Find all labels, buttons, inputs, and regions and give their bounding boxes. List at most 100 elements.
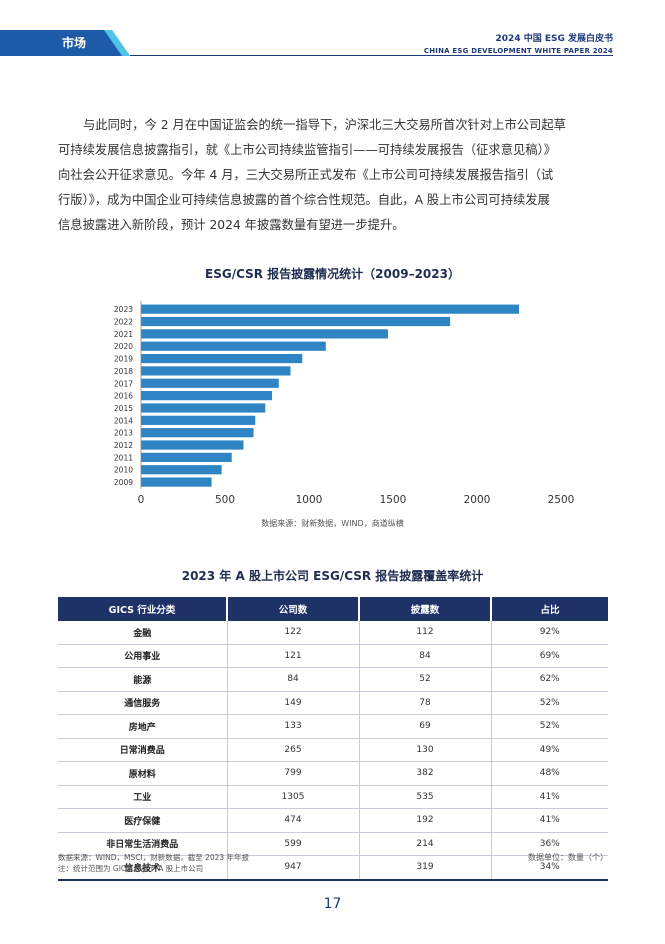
x-tick-label: 1500 <box>380 494 407 506</box>
ratio-cell: 52% <box>491 714 608 739</box>
ratio-cell: 62% <box>491 667 608 692</box>
section-tab-background <box>0 30 130 56</box>
ratio-cell: 49% <box>491 738 608 762</box>
y-tick-label: 2017 <box>114 379 133 388</box>
paragraph-line-1: 与此同时，今 2 月在中国证监会的统一指导下，沪深北三大交易所首次针对上市公司起… <box>83 118 566 132</box>
y-tick-label: 2016 <box>114 392 133 401</box>
x-tick-label: 0 <box>138 494 145 506</box>
header-divider <box>130 55 613 56</box>
disclosure-count-cell: 112 <box>359 621 492 645</box>
bar-2017 <box>141 378 279 388</box>
bar-2010 <box>141 465 222 475</box>
x-tick-label: 2000 <box>464 494 491 506</box>
disclosure-count-cell: 214 <box>359 832 492 856</box>
x-tick-label: 1000 <box>296 494 323 506</box>
company-count-cell: 474 <box>227 808 360 833</box>
bar-2015 <box>141 403 266 413</box>
industry-cell: 房地产 <box>58 714 228 739</box>
ratio-cell: 36% <box>491 832 608 856</box>
y-tick-label: 2022 <box>114 318 133 327</box>
table-row: 通信服务 149 78 52% <box>58 691 608 715</box>
ratio-cell: 41% <box>491 808 608 833</box>
x-tick-label: 500 <box>215 494 235 506</box>
disclosure-count-cell: 69 <box>359 714 492 739</box>
disclosure-count-cell: 319 <box>359 855 492 881</box>
company-count-cell: 84 <box>227 667 360 692</box>
industry-cell: 金融 <box>58 621 228 645</box>
bar-2014 <box>141 415 256 425</box>
paragraph-line-3: 向社会公开征求意见。今年 4 月，三大交易所正式发布《上市公司可持续发展报告指引… <box>58 168 554 182</box>
bar-2011 <box>141 452 232 462</box>
y-tick-label: 2011 <box>114 453 133 462</box>
paragraph-line-2: 可持续发展信息披露指引，就《上市公司持续监管指引——可持续发展报告（征求意见稿）… <box>58 143 557 157</box>
y-tick-label: 2020 <box>114 342 133 351</box>
y-tick-label: 2021 <box>114 330 133 339</box>
ratio-cell: 34% <box>491 855 608 881</box>
bar-2012 <box>141 440 244 450</box>
disclosure-count-cell: 192 <box>359 808 492 833</box>
table-unit: 数据单位：数量（个） <box>528 853 608 862</box>
coverage-table: GICS 行业分类 公司数 披露数 占比 金融 122 112 92% 公用事业 121 8… <box>58 597 608 881</box>
industry-cell: 通信服务 <box>58 691 228 715</box>
table-row: 医疗保健 474 192 41% <box>58 808 608 833</box>
company-count-cell: 122 <box>227 621 360 645</box>
table-row: 非日常生活消费品 599 214 36% <box>58 832 608 856</box>
table-row: 工业 1305 535 41% <box>58 785 608 809</box>
page-number: 17 <box>323 896 342 912</box>
header-title-en: CHINA ESG DEVELOPMENT WHITE PAPER 2024 <box>423 47 613 55</box>
table-row: 日常消费品 265 130 49% <box>58 738 608 762</box>
table-header-row: GICS 行业分类 公司数 披露数 占比 <box>58 597 608 621</box>
bar-2020 <box>141 341 326 351</box>
header-title-cn: 2024 中国 ESG 发展白皮书 <box>495 34 613 44</box>
y-tick-label: 2010 <box>114 466 133 475</box>
company-count-cell: 947 <box>227 855 360 881</box>
y-tick-label: 2019 <box>114 355 133 364</box>
industry-cell: 工业 <box>58 785 228 809</box>
bar-2022 <box>141 316 451 327</box>
company-count-cell: 133 <box>227 714 360 739</box>
y-tick-label: 2009 <box>114 478 133 487</box>
section-tab-label: 市场 <box>62 36 87 50</box>
company-count-cell: 799 <box>227 761 360 786</box>
header-ratio: 占比 <box>491 597 608 621</box>
bar-2016 <box>141 391 273 401</box>
disclosure-count-cell: 130 <box>359 738 492 762</box>
industry-cell: 医疗保健 <box>58 808 228 833</box>
y-tick-label: 2014 <box>114 416 133 425</box>
industry-cell: 原材料 <box>58 761 228 786</box>
disclosure-count-cell: 382 <box>359 761 492 786</box>
table-row: 信息技术 947 319 34% <box>58 855 608 881</box>
ratio-cell: 69% <box>491 644 608 668</box>
y-tick-label: 2018 <box>114 367 133 376</box>
industry-cell: 公用事业 <box>58 644 228 668</box>
paragraph-line-4: 行版）》，成为中国企业可持续信息披露的首个综合性规范。自此，A 股上市公司可持续… <box>58 193 550 207</box>
bar-2019 <box>141 353 303 364</box>
header-company-count: 公司数 <box>227 597 360 621</box>
company-count-cell: 265 <box>227 738 360 762</box>
industry-cell: 日常消费品 <box>58 738 228 762</box>
table-row: 公用事业 121 84 69% <box>58 644 608 668</box>
ratio-cell: 41% <box>491 785 608 809</box>
table-source: 数据来源：WIND，MSCI，财新数据，截至 2023 年年报 <box>58 853 250 862</box>
disclosure-count-cell: 52 <box>359 667 492 692</box>
table-row: 能源 84 52 62% <box>58 667 608 692</box>
header-industry: GICS 行业分类 <box>58 597 228 621</box>
company-count-cell: 149 <box>227 691 360 715</box>
y-tick-label: 2015 <box>114 404 133 413</box>
y-tick-label: 2023 <box>114 305 133 314</box>
chart-source: 数据来源：财新数据，WIND，商道纵横 <box>261 519 404 528</box>
table-row: 房地产 133 69 52% <box>58 714 608 739</box>
y-tick-label: 2013 <box>114 429 133 438</box>
bar-2023 <box>141 304 519 314</box>
body-paragraph: 与此同时，今 2 月在中国证监会的统一指导下，沪深北三大交易所首次针对上市公司起… <box>58 113 606 238</box>
ratio-cell: 52% <box>491 691 608 715</box>
disclosure-count-cell: 535 <box>359 785 492 809</box>
industry-cell: 能源 <box>58 667 228 692</box>
header-disclosure-count: 披露数 <box>359 597 492 621</box>
report-disclosure-bar-chart: 2023 2022 2021 2020 2019 2018 2017 2016 2015 2014… <box>114 301 574 506</box>
chart-title: ESG/CSR 报告披露情况统计（2009–2023） <box>205 267 460 281</box>
disclosure-count-cell: 84 <box>359 644 492 668</box>
paragraph-line-5: 信息披露进入新阶段，预计 2024 年披露数量有望进一步提升。 <box>58 218 405 232</box>
table-title: 2023 年 A 股上市公司 ESG/CSR 报告披露覆盖率统计 <box>181 569 484 583</box>
table-note: 注：统计范围为 GICS 分类下 A 股上市公司 <box>58 864 204 873</box>
